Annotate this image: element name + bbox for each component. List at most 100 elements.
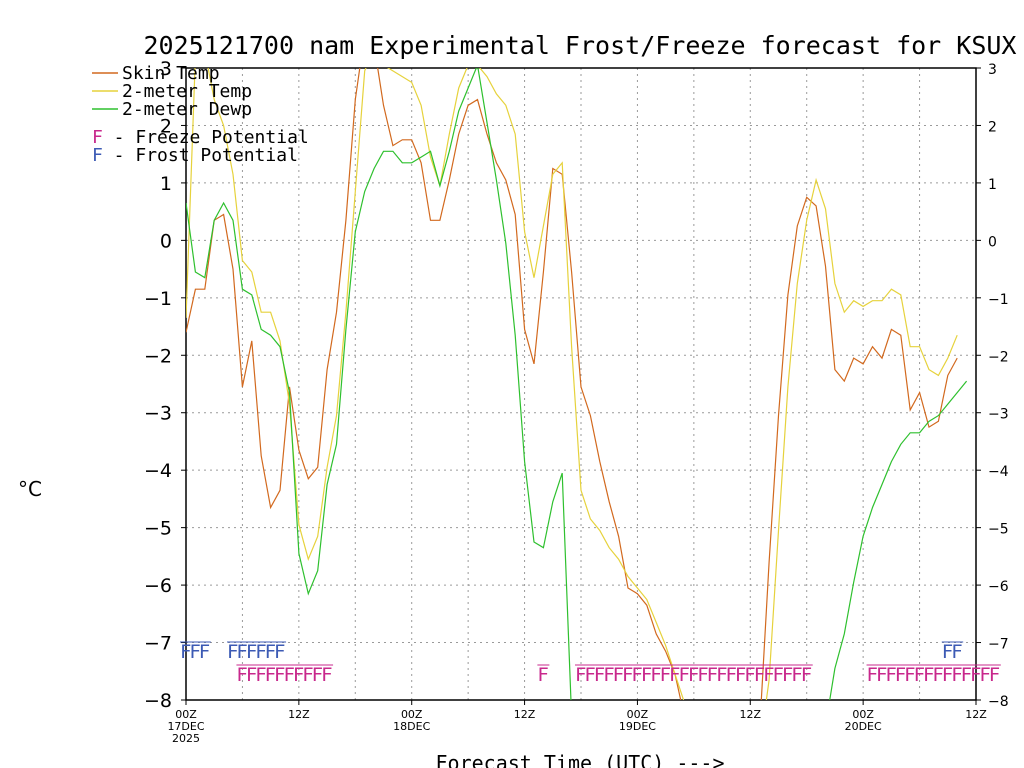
y-tick-label-right-9: 1 [988, 177, 997, 193]
freeze-flag-39: F [895, 664, 906, 686]
y-tick-label-left-3: −5 [144, 518, 172, 540]
freeze-flag-11: F [575, 664, 586, 686]
freeze-flag-21: F [669, 664, 680, 686]
freeze-flag-38: F [885, 664, 896, 686]
freeze-flag-1: F [246, 664, 257, 686]
y-tick-label-left-2: −6 [144, 575, 172, 597]
freeze-flag-36: F [867, 664, 878, 686]
flag-legend-text-1: - Frost Potential [103, 145, 298, 166]
x-tick-label-3-0: 12Z [514, 708, 536, 721]
freeze-flag-37: F [876, 664, 887, 686]
flag-legend-letter-1: F [92, 145, 103, 166]
y-tick-label-right-4: −4 [988, 464, 1009, 480]
frost-flag-7: F [265, 641, 276, 663]
freeze-flag-26: F [716, 664, 727, 686]
freeze-flag-46: F [961, 664, 972, 686]
freeze-flag-41: F [914, 664, 925, 686]
y-tick-label-left-5: −3 [144, 403, 172, 425]
y-tick-label-right-8: 0 [988, 234, 997, 250]
y-tick-label-right-5: −3 [988, 407, 1009, 423]
freeze-flag-18: F [641, 664, 652, 686]
freeze-flag-42: F [923, 664, 934, 686]
freeze-flag-28: F [735, 664, 746, 686]
x-tick-label-0-2: 2025 [172, 732, 200, 745]
series-line-0 [186, 68, 958, 700]
freeze-flag-43: F [932, 664, 943, 686]
freeze-flag-35: F [801, 664, 812, 686]
freeze-flag-25: F [707, 664, 718, 686]
freeze-flag-10: F [537, 664, 548, 686]
y-tick-label-right-11: 3 [988, 62, 997, 78]
freeze-flag-17: F [631, 664, 642, 686]
chart-title: 2025121700 nam Experimental Frost/Freeze… [144, 31, 1017, 60]
freeze-flag-3: F [265, 664, 276, 686]
freeze-flag-14: F [603, 664, 614, 686]
x-tick-label-4-0: 00Z [627, 708, 649, 721]
frost-flag-1: F [189, 641, 200, 663]
y-tick-label-left-0: −8 [144, 690, 172, 712]
freeze-flag-44: F [942, 664, 953, 686]
x-axis-label: Forecast Time (UTC) ---> [436, 751, 725, 768]
flag-legend-0: F - Freeze Potential [92, 127, 309, 148]
freeze-flag-31: F [763, 664, 774, 686]
freeze-flag-32: F [773, 664, 784, 686]
freeze-flag-34: F [791, 664, 802, 686]
freeze-flag-20: F [660, 664, 671, 686]
freeze-flag-29: F [744, 664, 755, 686]
frost-flag-0: F [180, 641, 191, 663]
y-tick-label-right-6: −2 [988, 349, 1009, 365]
y-tick-label-left-9: 1 [160, 173, 172, 195]
x-tick-label-2-0: 00Z [401, 708, 423, 721]
x-tick-label-6-1: 20DEC [845, 720, 882, 733]
y-tick-label-right-10: 2 [988, 119, 997, 135]
legend-label-0: Skin Temp [122, 63, 220, 84]
freeze-flag-7: F [302, 664, 313, 686]
y-tick-label-right-7: −1 [988, 292, 1009, 308]
freeze-flag-19: F [650, 664, 661, 686]
y-tick-label-right-0: −8 [988, 694, 1009, 710]
freeze-flag-13: F [594, 664, 605, 686]
frost-flag-2: F [199, 641, 210, 663]
series-lines [186, 68, 968, 700]
x-tick-label-0-0: 00Z [175, 708, 197, 721]
freeze-flag-45: F [951, 664, 962, 686]
y-axis-unit: °C [18, 477, 42, 501]
freeze-flag-12: F [584, 664, 595, 686]
x-tick-label-5-0: 12Z [740, 708, 762, 721]
freeze-flag-33: F [782, 664, 793, 686]
frost-flag-4: F [236, 641, 247, 663]
flag-legend-1: F - Frost Potential [92, 145, 298, 166]
y-tick-label-right-2: −6 [988, 579, 1009, 595]
freeze-flag-2: F [255, 664, 266, 686]
freeze-flag-47: F [970, 664, 981, 686]
y-tick-label-right-3: −5 [988, 522, 1009, 538]
freeze-flag-48: F [979, 664, 990, 686]
y-tick-label-right-1: −7 [988, 637, 1009, 653]
freeze-flag-5: F [283, 664, 294, 686]
legend-label-2: 2-meter Dewp [122, 99, 252, 120]
y-axis-left: −8 −7 −6 −5 −4 −3 −2 −1 0 1 2 3 [144, 58, 186, 712]
y-tick-label-left-10: 2 [160, 115, 172, 137]
freeze-flag-40: F [904, 664, 915, 686]
series-line-1 [186, 68, 958, 700]
y-tick-label-left-8: 0 [160, 230, 172, 252]
legend-label-1: 2-meter Temp [122, 81, 252, 102]
x-tick-label-1-0: 12Z [288, 708, 310, 721]
frost-flag-5: F [246, 641, 257, 663]
x-tick-label-2-1: 18DEC [393, 720, 430, 733]
freeze-flag-22: F [678, 664, 689, 686]
freeze-flag-6: F [293, 664, 304, 686]
freeze-flag-15: F [613, 664, 624, 686]
frost-flag-9: F [942, 641, 953, 663]
flag-legend-letter-0: F [92, 127, 103, 148]
y-axis-right: −8 −7 −6 −5 −4 −3 −2 −1 0 1 2 3 [976, 62, 1009, 710]
x-tick-label-4-1: 19DEC [619, 720, 656, 733]
freeze-flag-4: F [274, 664, 285, 686]
frost-flag-6: F [255, 641, 266, 663]
y-tick-label-left-7: −1 [144, 288, 172, 310]
freeze-flag-9: F [321, 664, 332, 686]
